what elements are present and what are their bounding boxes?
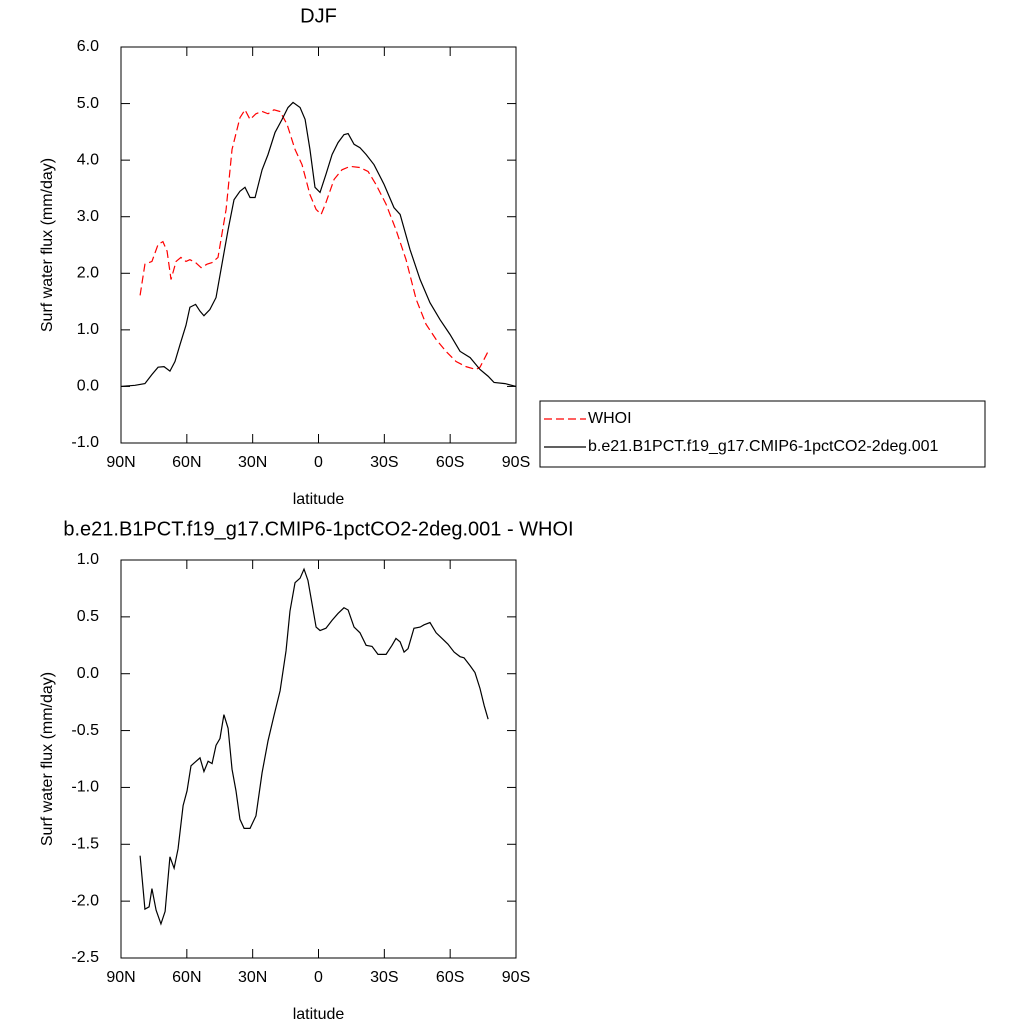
y-tick-label: -2.0 <box>71 892 99 909</box>
y-tick-label: 4.0 <box>77 151 99 168</box>
legend-label: WHOI <box>588 410 632 427</box>
y-tick-label: -1.5 <box>71 836 99 853</box>
x-tick-label: 60S <box>436 969 464 986</box>
y-tick-label: -1.0 <box>71 779 99 796</box>
data-line <box>120 101 517 388</box>
y-tick-label: 1.0 <box>77 551 99 568</box>
x-tick-label: 90S <box>502 454 530 471</box>
x-tick-label: 90N <box>106 454 135 471</box>
y-tick-label: -2.5 <box>71 949 99 966</box>
x-tick-label: 30S <box>370 454 398 471</box>
x-axis-label: latitude <box>293 1006 345 1023</box>
y-tick-label: -1.0 <box>71 434 99 451</box>
y-tick-label: 6.0 <box>77 38 99 55</box>
y-tick-label: -0.5 <box>71 722 99 739</box>
x-tick-label: 60S <box>436 454 464 471</box>
legend-label: b.e21.B1PCT.f19_g17.CMIP6-1pctCO2-2deg.0… <box>588 438 939 455</box>
legend: WHOI b.e21.B1PCT.f19_g17.CMIP6-1pctCO2-2d… <box>539 400 986 468</box>
chart-title: DJF <box>300 5 337 27</box>
plot-frame <box>120 559 517 959</box>
plot-frame <box>120 46 517 444</box>
x-tick-label: 30S <box>370 969 398 986</box>
y-axis-label: Surf water flux (mm/day) <box>39 672 56 846</box>
y-tick-label: 0.5 <box>77 608 99 625</box>
x-tick-label: 30N <box>238 969 267 986</box>
y-tick-label: 5.0 <box>77 95 99 112</box>
x-tick-label: 60N <box>172 454 201 471</box>
x-tick-label: 0 <box>314 454 323 471</box>
data-line <box>139 108 489 371</box>
x-tick-label: 60N <box>172 969 201 986</box>
y-axis-label: Surf water flux (mm/day) <box>39 158 56 332</box>
data-line <box>139 567 489 926</box>
x-tick-label: 0 <box>314 969 323 986</box>
legend-box <box>539 400 986 468</box>
y-tick-label: 2.0 <box>77 265 99 282</box>
x-axis-label: latitude <box>293 491 345 508</box>
y-tick-label: 1.0 <box>77 321 99 338</box>
y-tick-label: 0.0 <box>77 665 99 682</box>
y-tick-label: 3.0 <box>77 208 99 225</box>
x-tick-label: 90N <box>106 969 135 986</box>
x-tick-label: 30N <box>238 454 267 471</box>
chart-title: b.e21.B1PCT.f19_g17.CMIP6-1pctCO2-2deg.0… <box>63 518 573 540</box>
x-tick-label: 90S <box>502 969 530 986</box>
y-tick-label: 0.0 <box>77 378 99 395</box>
